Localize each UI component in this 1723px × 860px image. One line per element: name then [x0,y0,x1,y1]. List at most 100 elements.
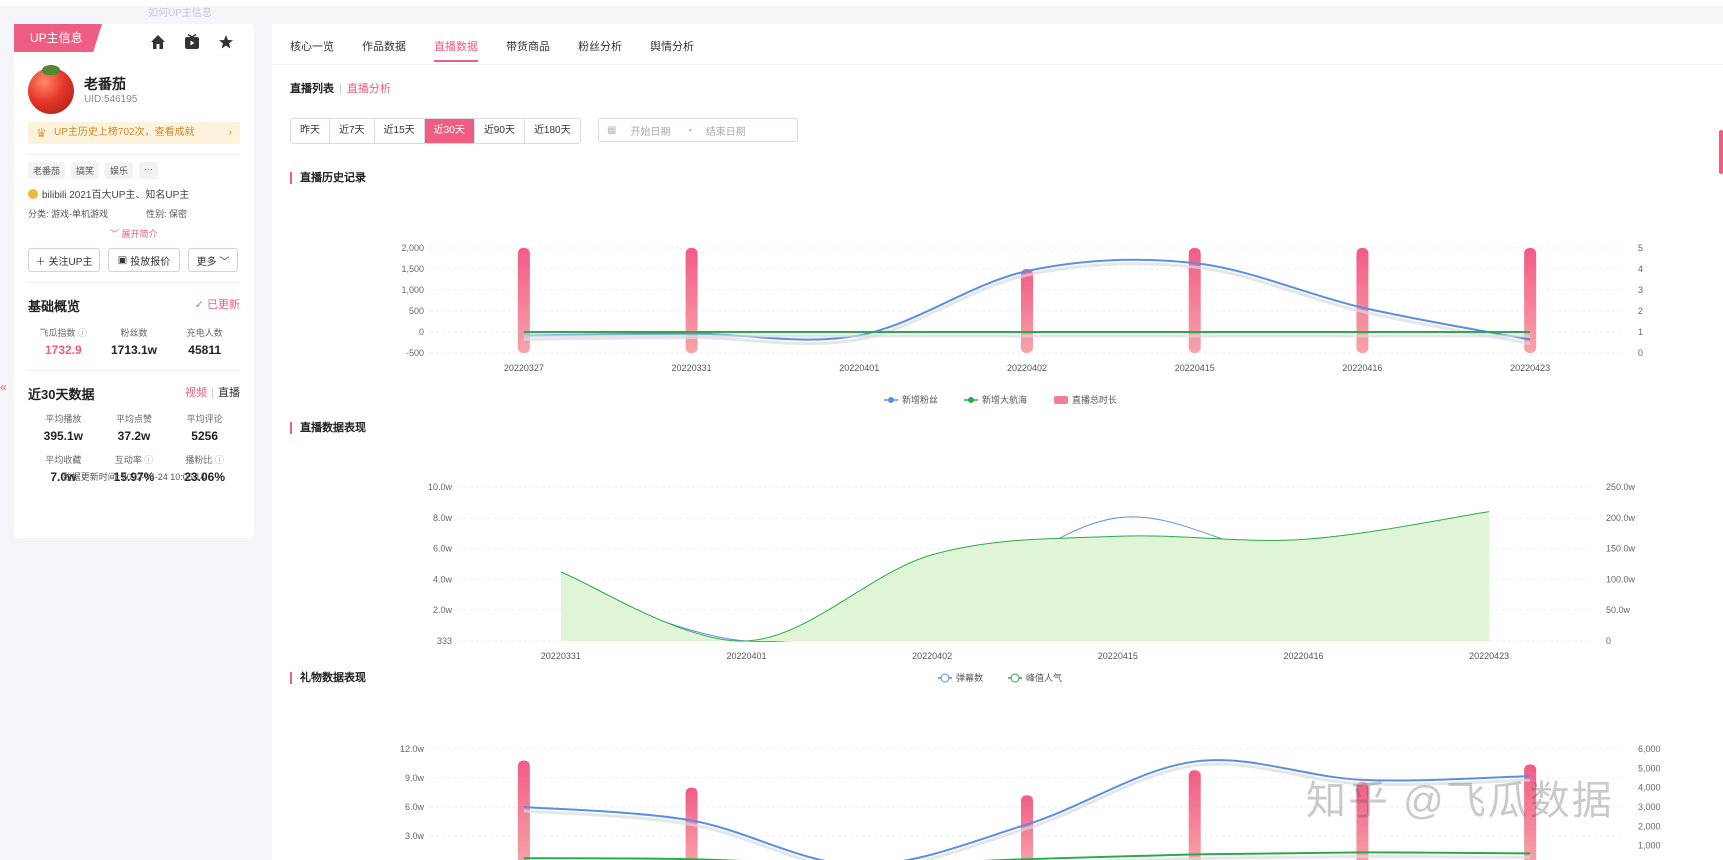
stat-item: 充电人数 45811 [169,326,240,357]
y-right-tick: 4 [1638,264,1643,274]
star-icon[interactable] [216,32,236,52]
quote-label: 投放报价 [130,256,171,268]
home-icon[interactable] [148,32,168,52]
stat-label: 充电人数 [186,328,223,338]
stat-label: 平均评论 [186,414,223,424]
up-name: 老番茄 [84,76,126,92]
gender-text: 性别: 保密 [146,209,188,219]
expand-intro-link[interactable]: ﹀ 展开简介 [110,227,158,240]
y-right-tick: 100.0w [1606,574,1636,584]
gift-data-chart: 12.0w9.0w6.0w3.0w06,0005,0004,0003,0002,… [400,744,1661,860]
chart-title: 直播历史记录 [290,172,366,184]
chevron-down-icon: ﹀ [110,229,120,239]
video-icon[interactable] [182,32,202,52]
recent-title: 近30天数据 [28,387,95,402]
y-left-tick: 6.0w [433,544,453,554]
legend-marker [968,397,974,403]
stat-label: 播粉比 ⓘ [185,455,224,465]
divider [28,154,240,155]
overview-title: 基础概览 [28,299,81,314]
range-button[interactable]: 近7天 [329,119,374,143]
range-button[interactable]: 近15天 [373,119,424,143]
y-left-tick: 3.0w [405,831,425,841]
follow-button[interactable]: ＋关注UP主 [28,248,100,272]
y-left-tick: 2.0w [433,605,453,615]
y-right-tick: 3,000 [1638,802,1661,812]
subnav-live-analysis[interactable]: 直播分析 [346,83,391,95]
y-right-tick: 0 [1638,348,1643,358]
honor-line: bilibili 2021百大UP主、知名UP主 [28,186,189,201]
overview-status-text: 已更新 [207,299,240,311]
stat-value: 23.06% [184,470,225,484]
bar-mark [685,248,698,353]
more-button[interactable]: 更多 ﹀ [188,248,238,272]
bar-mark [1524,248,1537,353]
up-info-panel: UP主信息 老番茄 UID:546195 ♛ UP主历史上榜702次，查看成就 … [14,24,254,538]
tab-item[interactable]: 核心一览 [290,41,334,53]
date-end-input[interactable]: 结束日期 [705,126,746,138]
range-button[interactable]: 近180天 [523,119,580,143]
y-left-tick: 8.0w [433,513,453,523]
range-button[interactable]: 昨天 [300,125,320,136]
tab-item[interactable]: 粉丝分析 [578,41,622,53]
legend-swatch [1054,396,1068,404]
sub-nav: 直播列表 | 直播分析 [290,83,391,95]
y-left-tick: 6.0w [405,802,425,812]
tab-item[interactable]: 直播数据 [434,38,478,62]
stat-value: 15.97% [113,470,155,484]
range-button[interactable]: 近90天 [473,119,524,143]
expand-text: 展开简介 [121,229,158,239]
stat-label: 平均收藏 [45,455,82,465]
series-shadow [523,262,1531,346]
check-icon: ✓ [194,299,204,311]
tag-more[interactable]: ··· [139,162,159,179]
y-right-tick: 200.0w [1606,513,1636,523]
date-start-input[interactable]: 开始日期 [630,126,671,138]
info-icon[interactable]: ⓘ [214,455,224,465]
bar-mark [1188,770,1201,860]
subnav-live-list[interactable]: 直播列表 [290,83,334,95]
y-left-tick: 9.0w [405,773,425,783]
ranking-banner[interactable]: ♛ UP主历史上榜702次，查看成就 › [28,122,240,144]
live-performance-chart: 10.0w 8.0w 6.0w 4.0w 2.0w 333 250.0w 200.0w 150.… [428,482,1636,683]
stat-value: 395.1w [43,429,84,443]
collapse-sidebar-icon[interactable]: « [0,380,7,394]
y-right-tick: 150.0w [1606,544,1636,554]
up-uid: UID:546195 [84,94,138,105]
stat-label: 飞瓜指数 ⓘ [39,328,88,338]
quote-button[interactable]: ▣ 投放报价 [108,248,180,272]
y-right-tick: 2 [1638,306,1643,316]
chart-title: 直播数据表现 [290,422,366,434]
tab-item[interactable]: 作品数据 [362,41,406,53]
range-button[interactable]: 近30天 [423,119,474,143]
tag: 老番茄 [28,162,66,179]
bar-mark [517,760,530,860]
tab-item[interactable]: 带货商品 [506,41,550,53]
tag-list: 老番茄 搞笑 娱乐 ··· [28,162,159,179]
series-shadow [523,762,1531,860]
recent-tab-live[interactable]: 直播 [218,387,240,399]
recent-stats: 平均播放 395.1w 平均点赞 37.2w 平均评论 5256 平均收藏 7.0w 互… [28,412,240,484]
recent-tab-video[interactable]: 视频 [185,387,208,399]
tab-item[interactable]: 舆情分析 [650,41,694,53]
stat-value: 1732.9 [44,343,82,357]
meta-row: 分类: 游戏-单机游戏 性别: 保密 [28,207,187,220]
y-left-tick: 0 [419,327,424,337]
info-icon[interactable]: ⓘ [144,455,154,465]
chevron-down-icon: ﹀ [219,256,230,268]
y-left-tick: 12.0w [400,744,425,754]
y-left-tick: 500 [409,306,424,316]
info-icon[interactable]: ⓘ [78,328,88,338]
follow-label: 关注UP主 [48,256,93,268]
scrollbar-handle[interactable] [1719,130,1723,174]
legend-label: 直播总时长 [1072,394,1117,405]
divider [28,282,240,283]
series-line [523,759,1531,860]
x-tick-label: 20220402 [1007,363,1047,373]
date-picker[interactable]: ▦ 开始日期 - 结束日期 [598,118,798,142]
recent-tabs: 视频 | 直播 [185,387,240,399]
stat-value: 1713.1w [110,343,158,357]
quote-icon: ▣ [117,254,128,266]
up-info-tag: UP主信息 [14,24,102,52]
plus-icon: ＋ [35,256,46,268]
